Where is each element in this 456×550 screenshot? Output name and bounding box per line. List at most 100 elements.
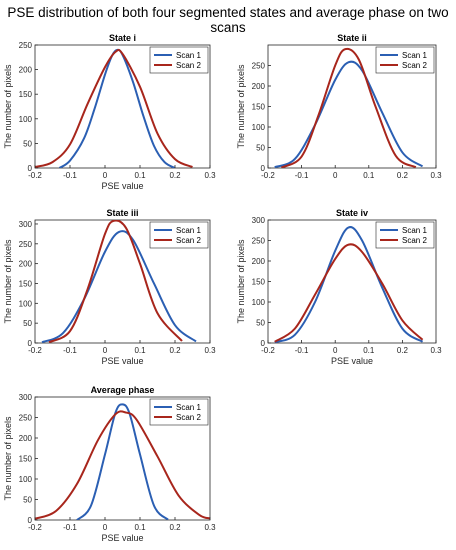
y-axis-label: The number of pixels — [3, 416, 13, 501]
x-tick-label: -0.2 — [28, 171, 42, 180]
x-tick-label: 0.2 — [397, 171, 409, 180]
legend-label-scan-1: Scan 1 — [402, 51, 427, 60]
panel-4: -0.2 -0.1 0 0.1 0.2 0.3 0 50 100 150 200 250 300 Stat… — [236, 208, 442, 366]
x-tick-label: 0.3 — [430, 346, 442, 355]
x-tick-label: 0.1 — [134, 171, 146, 180]
legend-label-scan-2: Scan 2 — [176, 236, 201, 245]
x-tick-label: -0.2 — [261, 346, 275, 355]
y-tick-label: 150 — [19, 455, 33, 464]
panel-1: -0.2 -0.1 0 0.1 0.2 0.3 0 50 100 150 200 250 State i… — [3, 33, 216, 191]
x-axis-label: PSE value — [101, 181, 143, 191]
x-tick-label: -0.1 — [63, 171, 77, 180]
y-tick-label: 250 — [19, 240, 33, 249]
y-tick-label: 50 — [23, 496, 32, 505]
legend-label-scan-2: Scan 2 — [176, 413, 201, 422]
y-tick-label: 250 — [252, 62, 266, 71]
panel-title: Average phase — [91, 385, 155, 395]
y-tick-label: 150 — [252, 103, 266, 112]
x-tick-label: 0.3 — [204, 523, 216, 532]
panel-title: State iv — [336, 208, 368, 218]
series-line-scan-1 — [274, 226, 424, 343]
y-tick-label: 50 — [256, 319, 265, 328]
x-tick-label: 0.1 — [134, 523, 146, 532]
legend-box — [149, 46, 209, 74]
x-axis-label: PSE value — [101, 356, 143, 366]
y-tick-label: 50 — [256, 144, 265, 153]
x-tick-label: 0.2 — [169, 171, 181, 180]
y-axis-label: The number of pixels — [236, 64, 246, 149]
y-tick-label: 100 — [252, 123, 266, 132]
panel-3: -0.2 -0.1 0 0.1 0.2 0.3 0 50 100 150 200 250 300 Stat… — [3, 208, 216, 366]
y-tick-label: 100 — [19, 475, 33, 484]
series-line-scan-1 — [274, 60, 424, 168]
x-tick-label: 0.1 — [363, 171, 375, 180]
x-tick-label: 0 — [103, 346, 108, 355]
legend-box — [149, 398, 209, 426]
y-axis-label: The number of pixels — [3, 64, 13, 149]
x-tick-label: -0.1 — [295, 171, 309, 180]
x-tick-label: 0 — [103, 171, 108, 180]
x-tick-label: 0.1 — [134, 346, 146, 355]
x-axis-label: PSE value — [331, 356, 373, 366]
y-tick-label: 0 — [28, 339, 33, 348]
legend-label-scan-1: Scan 1 — [176, 51, 201, 60]
y-tick-label: 0 — [261, 164, 266, 173]
y-tick-label: 100 — [19, 299, 33, 308]
legend-box — [375, 46, 435, 74]
panel-title: State i — [109, 33, 136, 43]
legend-label-scan-2: Scan 2 — [402, 236, 427, 245]
figure-title: PSE distribution of both four segmented … — [7, 5, 449, 35]
x-axis-label: PSE value — [101, 533, 143, 543]
y-axis-label: The number of pixels — [3, 239, 13, 324]
x-tick-label: -0.1 — [63, 523, 77, 532]
x-tick-label: 0.2 — [397, 346, 409, 355]
series-line-scan-2 — [35, 410, 210, 520]
panel-2: -0.2 -0.1 0 0.1 0.2 0.3 0 50 100 150 200 250 State i… — [236, 33, 442, 180]
panel-title: State iii — [106, 208, 138, 218]
y-tick-label: 0 — [261, 339, 266, 348]
y-tick-label: 100 — [252, 298, 266, 307]
y-tick-label: 300 — [19, 393, 33, 402]
panel-title: State ii — [337, 33, 367, 43]
y-tick-label: 200 — [19, 66, 33, 75]
x-tick-label: -0.2 — [28, 346, 42, 355]
series-line-scan-2 — [48, 220, 183, 343]
y-tick-label: 0 — [28, 516, 33, 525]
y-tick-label: 150 — [19, 279, 33, 288]
x-tick-label: 0 — [333, 171, 338, 180]
y-tick-label: 200 — [252, 82, 266, 91]
panel-5: -0.2 -0.1 0 0.1 0.2 0.3 0 50 100 150 200 250 300 Aver… — [3, 385, 216, 543]
series-line-scan-2 — [35, 48, 193, 168]
x-tick-label: 0 — [103, 523, 108, 532]
y-tick-label: 250 — [252, 237, 266, 246]
y-tick-label: 200 — [19, 260, 33, 269]
legend-box — [149, 221, 209, 249]
legend-box — [375, 221, 435, 249]
y-tick-label: 200 — [252, 257, 266, 266]
y-tick-label: 150 — [252, 278, 266, 287]
y-tick-label: 50 — [23, 139, 32, 148]
x-tick-label: -0.2 — [261, 171, 275, 180]
y-tick-label: 300 — [19, 220, 33, 229]
series-line-scan-1 — [41, 230, 197, 343]
legend-label-scan-2: Scan 2 — [176, 61, 201, 70]
x-tick-label: -0.1 — [63, 346, 77, 355]
series-line-scan-2 — [274, 243, 424, 343]
x-tick-label: 0.2 — [169, 523, 181, 532]
legend-label-scan-1: Scan 1 — [176, 226, 201, 235]
y-tick-label: 250 — [19, 414, 33, 423]
y-tick-label: 150 — [19, 90, 33, 99]
y-tick-label: 0 — [28, 164, 33, 173]
legend-label-scan-1: Scan 1 — [402, 226, 427, 235]
x-tick-label: 0.1 — [363, 346, 375, 355]
legend-label-scan-2: Scan 2 — [402, 61, 427, 70]
y-tick-label: 300 — [252, 216, 266, 225]
x-tick-label: 0.3 — [430, 171, 442, 180]
y-tick-label: 250 — [19, 41, 33, 50]
